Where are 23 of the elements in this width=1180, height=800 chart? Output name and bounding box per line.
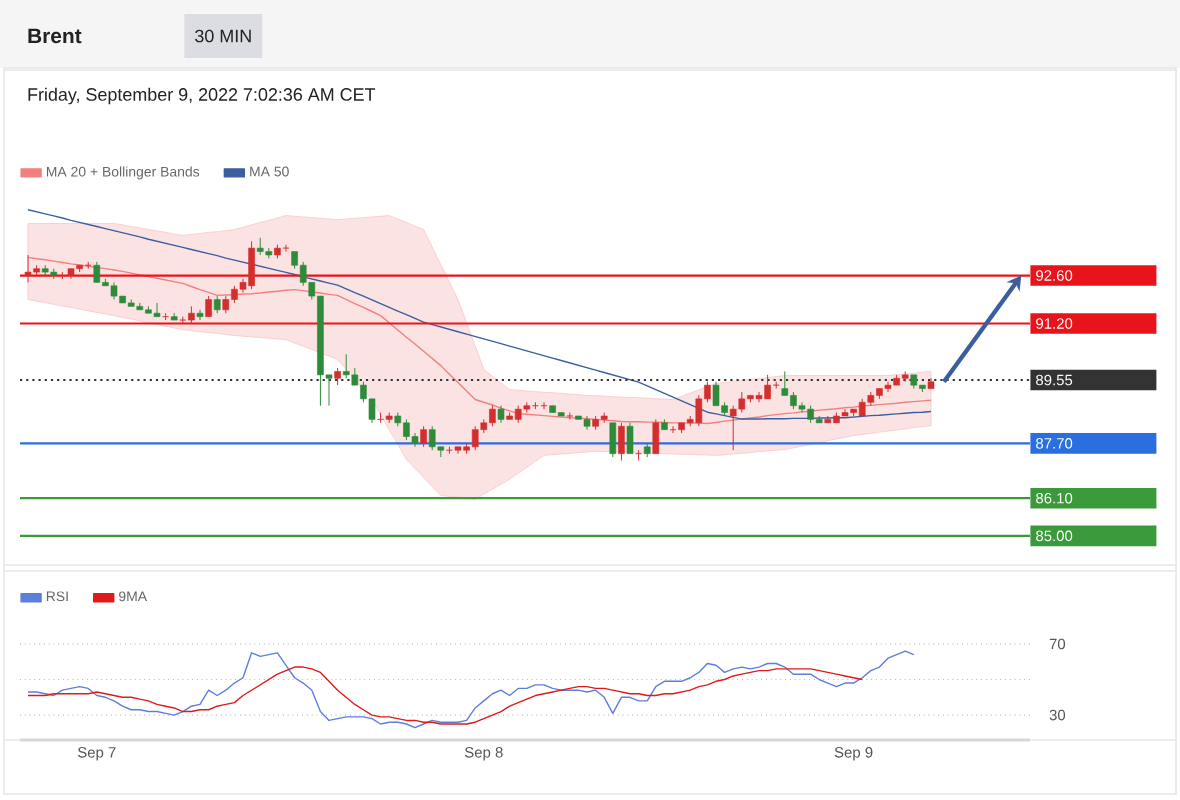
candlestick	[884, 381, 892, 393]
candlestick	[798, 401, 806, 414]
candlestick	[153, 302, 161, 318]
candlestick	[652, 418, 660, 455]
chart-title: Brent	[28, 28, 82, 44]
candlestick	[282, 244, 290, 253]
candlestick	[738, 391, 746, 414]
candlestick	[618, 422, 625, 462]
candlestick	[342, 353, 350, 379]
candlestick	[24, 254, 32, 283]
candlestick	[196, 309, 204, 321]
candlestick	[609, 422, 617, 458]
candlestick	[626, 422, 634, 455]
candlestick	[93, 261, 101, 283]
candlestick	[729, 405, 737, 451]
candlestick	[471, 425, 479, 451]
chart-subtitle: 30 MIN	[195, 29, 251, 43]
candlestick	[205, 295, 212, 318]
candlestick	[755, 391, 763, 403]
candlestick	[712, 381, 720, 407]
candlestick	[428, 425, 436, 451]
annotation: Friday, September 9, 2022 7:02:36 AM CET	[28, 87, 376, 105]
candlestick	[420, 425, 427, 448]
